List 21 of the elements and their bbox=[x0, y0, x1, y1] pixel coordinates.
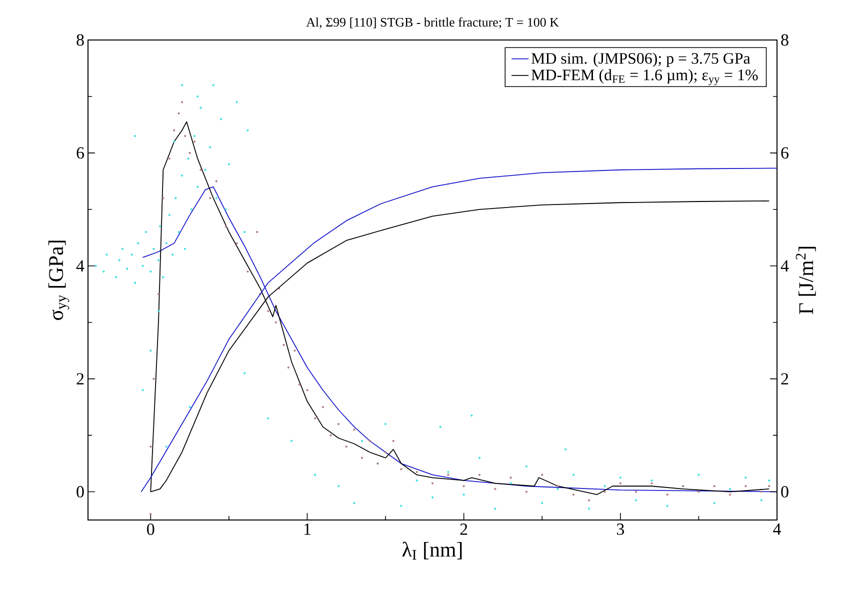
x-tick-label: 2 bbox=[460, 524, 468, 535]
x-tick-label: 1 bbox=[304, 524, 310, 535]
y2-tick-label: 8 bbox=[781, 34, 788, 46]
x-tick-label: 4 bbox=[773, 524, 781, 535]
y2-tick-label: 0 bbox=[781, 486, 788, 498]
legend-label: MD sim. (JMPS06); p = 3.75 GPa bbox=[531, 52, 750, 68]
y2-axis-title: Γ [J/m$^{2}$] bbox=[796, 246, 816, 314]
x-tick-label: 3 bbox=[616, 524, 624, 535]
y-tick-label: 8 bbox=[76, 34, 84, 46]
y-tick-label: 6 bbox=[76, 147, 84, 159]
y-tick-label: 4 bbox=[76, 260, 84, 272]
y-tick-label: 0 bbox=[76, 486, 84, 498]
x-tick-label: 0 bbox=[147, 524, 154, 535]
y2-tick-label: 4 bbox=[780, 260, 789, 272]
y-axis-title: σ$_{yy}$ [GPa] bbox=[48, 240, 70, 320]
y2-tick-label: 2 bbox=[781, 373, 788, 384]
y-tick-label: 2 bbox=[76, 373, 84, 384]
legend-label: MD-FEM (d$_{FE}$ = 1.6 µm); ε$_{yy}$ = 1% bbox=[531, 69, 758, 86]
y2-tick-label: 6 bbox=[781, 147, 788, 159]
x-axis-title: λ$_{I}$ [nm] bbox=[402, 542, 462, 560]
chart-title: Al, Σ99 [110] STGB - brittle fracture; T = 100 K bbox=[306, 17, 559, 29]
